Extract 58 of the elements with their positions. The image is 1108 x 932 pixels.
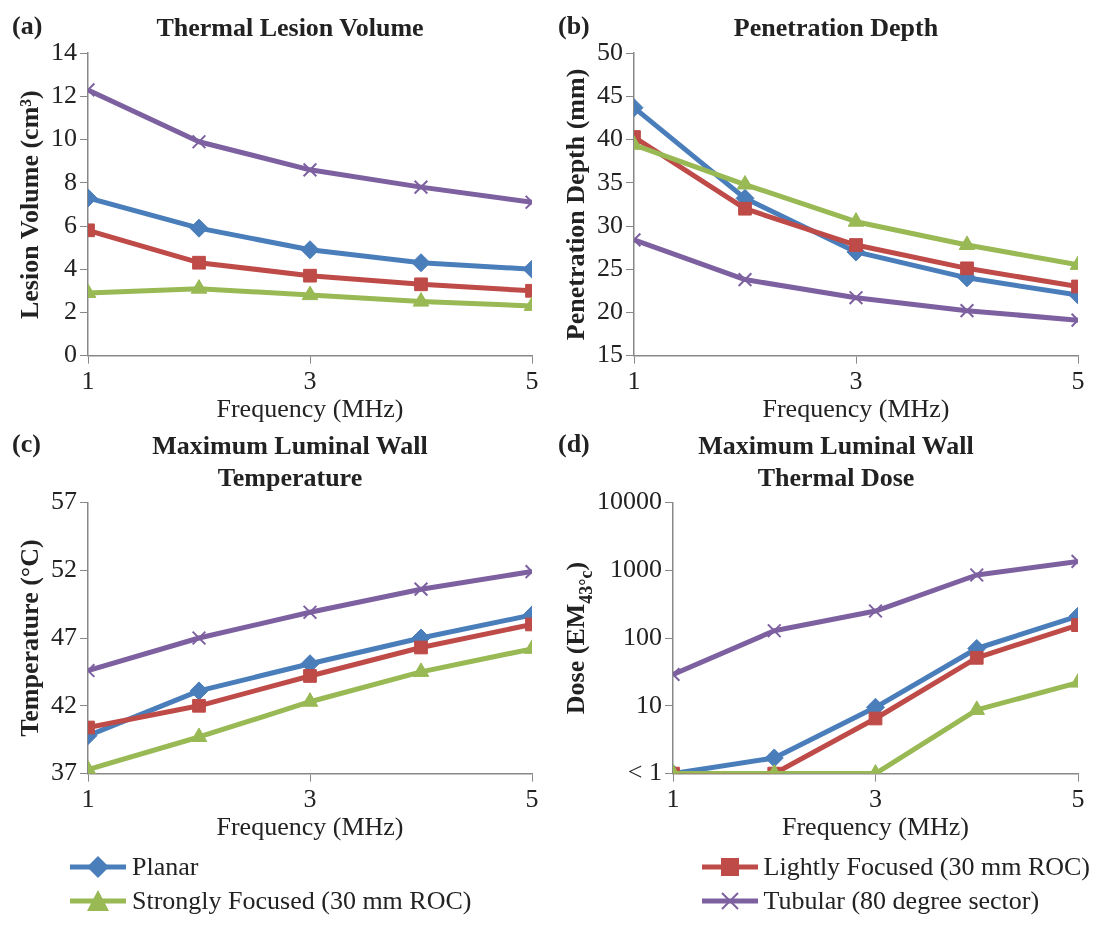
x-tick-label: 3 — [849, 366, 863, 396]
y-tick-label: 35 — [597, 166, 623, 196]
x-axis-title: Frequency (MHz) — [782, 812, 969, 842]
y-axis-title: Temperature (°C) — [15, 539, 44, 737]
chart-title: Maximum Luminal Wall Temperature — [152, 431, 428, 492]
y-axis-title: Penetration Depth (mm) — [561, 68, 590, 341]
y-tick-label: 25 — [597, 253, 623, 283]
x-tick-label: 5 — [525, 784, 539, 814]
y-tick-label: 50 — [597, 37, 623, 67]
text: (c) — [12, 429, 41, 458]
x-tick-label: 5 — [1071, 784, 1085, 814]
y-tick-label: 1000 — [610, 554, 662, 584]
x-tick-label: 5 — [1071, 366, 1085, 396]
y-tick-label: 2 — [64, 296, 77, 326]
y-tick-label: 0 — [64, 339, 77, 369]
y-tick-label: 10 — [51, 123, 77, 153]
y-tick-label: 40 — [597, 123, 623, 153]
x-axis-title: Frequency (MHz) — [762, 394, 950, 424]
text: (b) — [558, 11, 590, 40]
y-tick-label: 45 — [597, 80, 623, 110]
y-tick-label: 52 — [51, 554, 77, 584]
y-tick-label: 100 — [623, 621, 662, 651]
y-tick-label: 15 — [597, 339, 623, 369]
y-tick-label: 12 — [51, 80, 77, 110]
x-axis-title: Frequency (MHz) — [216, 394, 404, 424]
chart-title: Thermal Lesion Volume — [156, 13, 424, 43]
y-tick-label: 10000 — [597, 486, 662, 516]
chart-title: Penetration Depth — [733, 13, 939, 43]
y-axis-title: Lesion Volume (cm³) — [15, 90, 44, 320]
x-tick-label: 5 — [525, 366, 539, 396]
x-tick-label: 3 — [303, 366, 317, 396]
chart-title: Maximum Luminal Wall Thermal Dose — [698, 431, 974, 492]
y-tick-label: 42 — [51, 689, 77, 719]
x-tick-label: 1 — [666, 784, 680, 814]
text: (d) — [558, 429, 590, 458]
x-tick-label: 3 — [869, 784, 882, 814]
x-tick-label: 1 — [81, 784, 95, 814]
y-tick-label: 20 — [597, 296, 623, 326]
y-tick-label: < 1 — [627, 757, 662, 787]
x-tick-label: 1 — [81, 366, 95, 396]
y-tick-label: 8 — [64, 166, 77, 196]
x-axis-title: Frequency (MHz) — [216, 812, 404, 842]
y-tick-label: 14 — [51, 37, 77, 67]
text: (a) — [12, 11, 43, 40]
y-tick-label: 57 — [51, 486, 77, 516]
x-tick-label: 1 — [627, 366, 641, 396]
y-tick-label: 10 — [636, 689, 662, 719]
x-tick-label: 3 — [303, 784, 317, 814]
legend-label: Lightly Focused (30 mm ROC) — [763, 852, 1090, 882]
y-axis-title: Dose (EM43°c) — [561, 561, 596, 715]
y-tick-label: 6 — [64, 209, 77, 239]
legend-label: Planar — [132, 852, 199, 882]
legend-label: Strongly Focused (30 mm ROC) — [132, 886, 472, 916]
y-tick-label: 47 — [51, 621, 77, 651]
legend-label: Tubular (80 degree sector) — [763, 886, 1040, 916]
y-tick-label: 37 — [51, 757, 77, 787]
y-tick-label: 30 — [597, 209, 623, 239]
y-tick-label: 4 — [64, 253, 77, 283]
